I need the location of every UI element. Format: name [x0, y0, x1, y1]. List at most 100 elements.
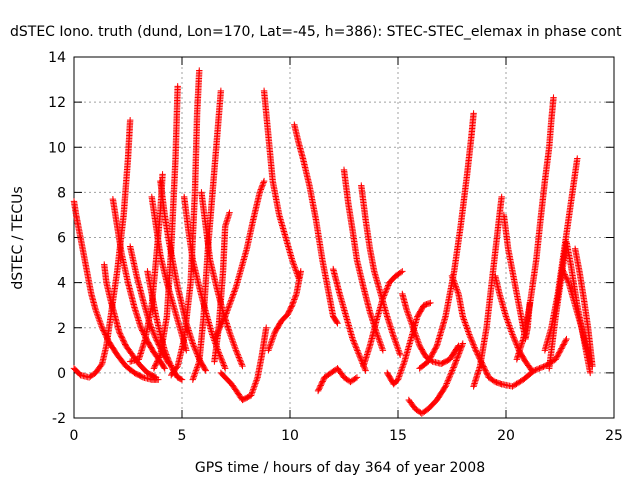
data-point: [393, 342, 401, 349]
data-point: [380, 293, 387, 301]
data-points: [70, 67, 596, 417]
data-point: [238, 361, 246, 368]
data-point: [379, 347, 387, 354]
data-point: [260, 177, 268, 185]
data-point: [454, 287, 461, 295]
data-series: [470, 193, 505, 390]
data-point: [483, 370, 490, 377]
data-point: [397, 368, 404, 376]
data-point: [354, 348, 362, 356]
data-point: [265, 345, 273, 353]
data-point: [448, 272, 456, 280]
data-point: [470, 341, 477, 348]
data-point: [484, 371, 491, 378]
data-point: [448, 368, 455, 376]
data-point: [229, 294, 236, 301]
data-point: [350, 337, 357, 344]
data-point: [383, 286, 390, 294]
data-point: [536, 365, 543, 372]
data-point: [391, 336, 398, 343]
data-point: [118, 334, 126, 341]
data-point: [461, 317, 468, 325]
data-series: [384, 299, 434, 388]
data-point: [453, 284, 460, 292]
data-point: [452, 358, 459, 366]
data-point: [227, 333, 235, 340]
data-point: [253, 377, 260, 384]
data-point: [379, 345, 386, 353]
data-point: [225, 304, 232, 311]
data-point: [441, 384, 448, 391]
data-point: [471, 344, 478, 351]
data-point: [97, 321, 105, 328]
data-point: [314, 387, 322, 395]
data-series: [405, 340, 466, 417]
data-point: [250, 384, 258, 392]
data-point: [466, 331, 473, 338]
data-point: [354, 347, 361, 354]
y-tick-label: 2: [57, 321, 66, 337]
data-point: [220, 360, 227, 368]
data-point: [411, 327, 418, 334]
data-point: [407, 317, 414, 324]
data-point: [384, 282, 392, 289]
y-axis-label: dSTEC / TECUs: [10, 186, 26, 289]
data-point: [193, 364, 201, 371]
data-point: [574, 155, 581, 162]
data-point: [226, 330, 234, 337]
data-point: [450, 364, 457, 371]
data-point: [257, 186, 265, 193]
data-point: [451, 361, 458, 368]
data-point: [414, 338, 422, 345]
data-point: [466, 332, 474, 340]
data-point: [290, 297, 297, 305]
data-point: [353, 374, 361, 381]
data-point: [289, 300, 296, 307]
data-point: [509, 331, 516, 338]
data-point: [467, 334, 474, 341]
data-point: [195, 361, 202, 368]
data-point: [560, 341, 567, 348]
data-point: [379, 295, 387, 302]
x-axis-label: GPS time / hours of day 364 of year 2008: [195, 460, 485, 476]
data-point: [473, 349, 481, 357]
data-point: [394, 345, 402, 353]
data-point: [558, 345, 565, 352]
data-point: [95, 315, 103, 322]
data-point: [378, 342, 385, 349]
data-point: [473, 348, 480, 355]
data-point: [351, 340, 358, 347]
y-tick-label: 8: [57, 185, 66, 201]
data-point: [559, 267, 567, 274]
data-point: [234, 351, 241, 358]
data-point: [395, 373, 403, 380]
data-series: [358, 182, 404, 359]
data-point: [469, 339, 477, 347]
data-point: [191, 371, 198, 379]
data-point: [507, 326, 515, 334]
data-point: [589, 362, 596, 370]
data-point: [92, 308, 100, 315]
data-point: [533, 366, 540, 373]
data-series: [513, 94, 557, 363]
data-point: [148, 325, 156, 333]
data-point: [457, 344, 465, 351]
data-point: [189, 340, 196, 347]
data-point: [376, 339, 384, 346]
data-point: [99, 325, 106, 333]
data-point: [452, 360, 459, 367]
data-point: [564, 276, 571, 284]
data-point: [269, 335, 276, 342]
data-point: [212, 333, 219, 340]
data-point: [290, 261, 297, 268]
data-point: [263, 324, 270, 331]
data-point: [256, 189, 263, 196]
data-point: [355, 350, 362, 357]
data-point: [465, 328, 472, 335]
data-point: [217, 87, 225, 95]
data-point: [290, 259, 297, 267]
data-point: [482, 367, 489, 374]
data-point: [96, 317, 103, 324]
data-point: [562, 337, 569, 344]
